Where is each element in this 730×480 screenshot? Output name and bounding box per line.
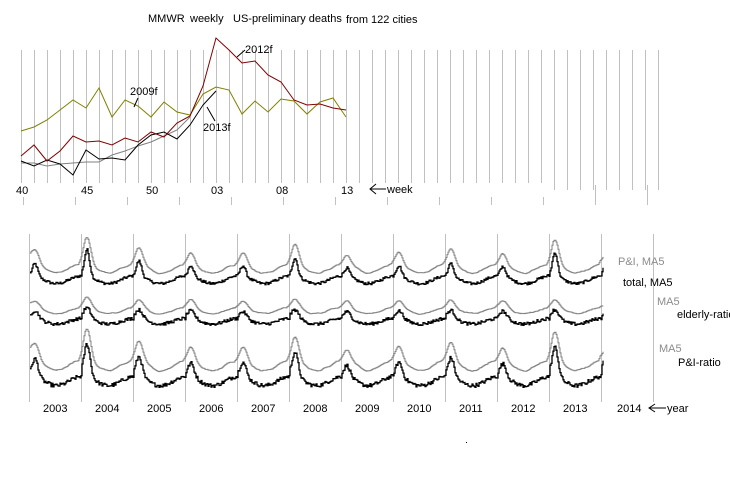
year-tick-2003: 2003 xyxy=(43,403,67,415)
series-line-pi-ratio-ma5 xyxy=(30,328,604,373)
label-elderly-ma5: MA5 xyxy=(657,296,680,308)
label-pi-ratio-ma5: MA5 xyxy=(659,343,682,355)
top-gridlines xyxy=(21,50,659,190)
year-arrow-icon xyxy=(648,403,666,413)
leader-2009f xyxy=(133,97,139,108)
week-tick-45: 45 xyxy=(81,185,93,197)
title-part-weekly: weekly xyxy=(189,13,224,25)
label-total-ma5: total, MA5 xyxy=(623,277,673,289)
series-line-2013f xyxy=(20,90,217,176)
series-line-pi-ma5 xyxy=(30,237,604,275)
series-line-total-ma5 xyxy=(30,248,604,286)
year-tick-2009: 2009 xyxy=(355,403,379,415)
year-tick-2007: 2007 xyxy=(251,403,275,415)
label-elderly-ratio: elderly-ratio xyxy=(677,309,730,321)
year-tick-2011: 2011 xyxy=(459,403,483,415)
label-2012f: 2012f xyxy=(245,44,273,56)
label-2009f: 2009f xyxy=(130,86,158,98)
year-tick-2014: 2014 xyxy=(617,403,641,415)
week-tick-50: 50 xyxy=(146,185,158,197)
top-series-labels: 2009f 2012f 2013f xyxy=(130,44,273,134)
year-tick-2013: 2013 xyxy=(563,403,587,415)
leader-2013f xyxy=(206,106,216,122)
top-x-tick-labels: 40 45 50 03 08 13 week xyxy=(16,183,413,197)
year-tick-2012: 2012 xyxy=(511,403,535,415)
title-part-mmwr: MMWR xyxy=(148,13,185,25)
week-arrow-icon xyxy=(369,183,386,195)
top-series-group xyxy=(20,37,347,176)
week-tick-40: 40 xyxy=(16,185,28,197)
year-tick-2004: 2004 xyxy=(95,403,119,415)
series-line-elderly-ma5 xyxy=(30,296,604,315)
series-line-2012f xyxy=(20,37,347,162)
stray-dot xyxy=(466,442,467,443)
mid-tick-marks xyxy=(23,185,648,205)
series-line-pi-ratio xyxy=(30,343,604,389)
year-tick-2010: 2010 xyxy=(407,403,431,415)
title-part-cities: from 122 cities xyxy=(346,14,418,26)
year-tick-2005: 2005 xyxy=(147,403,171,415)
leader-2012f xyxy=(236,49,246,58)
label-2013f: 2013f xyxy=(203,122,231,134)
week-axis-label: week xyxy=(386,184,413,196)
bottom-series-labels: P&I, MA5 total, MA5 MA5 elderly-ratio MA… xyxy=(618,256,730,369)
year-axis-label: year xyxy=(667,403,689,415)
title-part-us-deaths: US-preliminary deaths xyxy=(233,13,342,25)
label-pi-ma5: P&I, MA5 xyxy=(618,256,664,268)
series-line-elderly-ratio xyxy=(30,306,604,327)
bottom-year-labels: 2003 2004 2005 2006 2007 2008 2009 2010 2011 2012… xyxy=(43,403,641,415)
year-tick-2008: 2008 xyxy=(303,403,327,415)
bottom-series-group xyxy=(30,237,604,389)
label-pi-ratio: P&I-ratio xyxy=(678,357,721,369)
year-tick-2006: 2006 xyxy=(199,403,223,415)
series-line-2009f xyxy=(20,86,347,132)
week-tick-03: 03 xyxy=(211,185,223,197)
week-tick-08: 08 xyxy=(276,185,288,197)
chart-title: MMWR weekly US-preliminary deaths from 1… xyxy=(148,13,418,26)
week-tick-13: 13 xyxy=(341,185,353,197)
